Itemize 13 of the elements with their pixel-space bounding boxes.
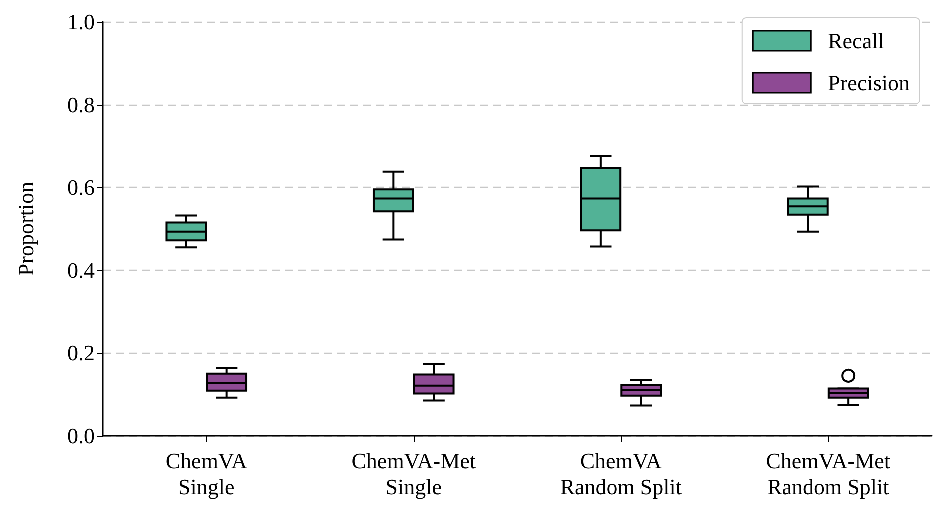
x-tick-label: ChemVA Random Split	[560, 448, 682, 500]
legend-label: Precision	[828, 70, 910, 96]
y-axis-title: Proportion	[14, 182, 38, 276]
x-tick-label: ChemVA-Met Random Split	[766, 448, 891, 500]
legend-label: Recall	[828, 28, 884, 54]
x-tick-label: ChemVA-Met Single	[352, 448, 476, 500]
y-tick-label: 1.0	[68, 10, 95, 34]
y-tick-label: 0.2	[68, 340, 95, 366]
y-tick-label: 0.6	[68, 175, 95, 200]
x-tick-label: ChemVA Single	[166, 448, 248, 500]
y-tick-label: 0.8	[68, 92, 95, 118]
y-tick-label: 0.0	[68, 424, 95, 448]
y-tick-label: 0.4	[68, 258, 95, 283]
